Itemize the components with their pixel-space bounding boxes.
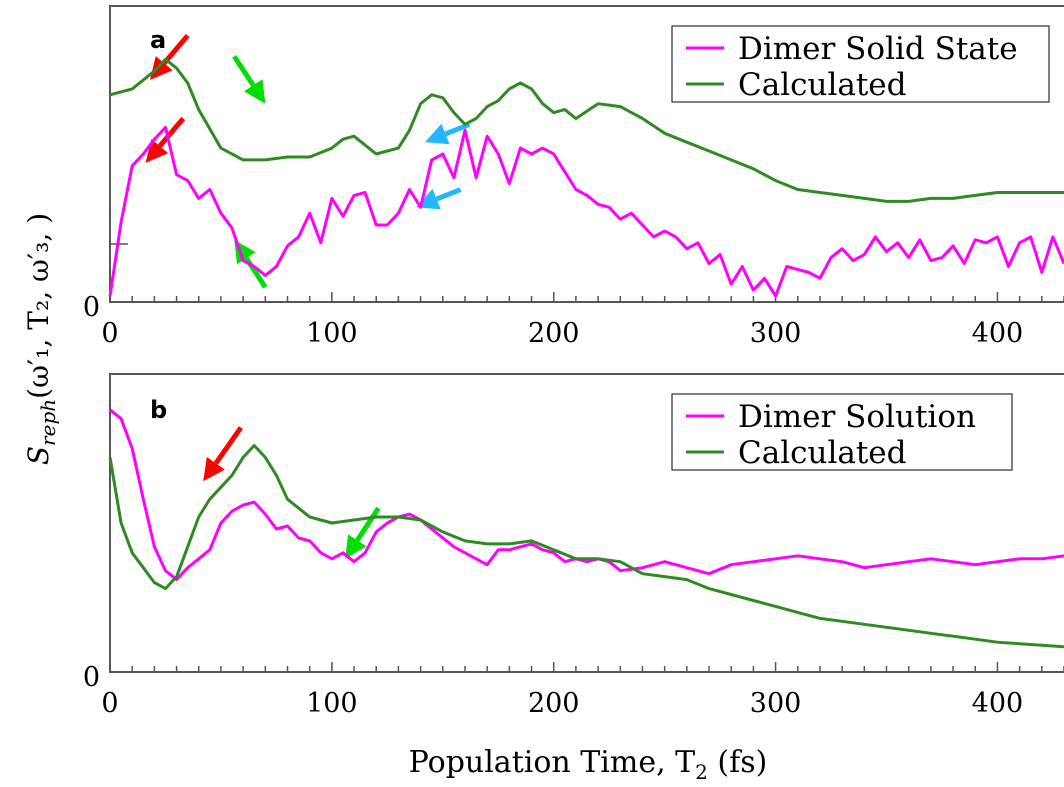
x-tick-label: 200 [528, 318, 580, 349]
panel-b: 0 100 200 300 400 0 b Dimer Solution Calcula… [83, 373, 1064, 719]
legend-box-b [671, 393, 1013, 471]
plot-frame-a [109, 5, 1064, 303]
x-tick-label: 200 [528, 688, 580, 719]
annotation-arrows-b [203, 426, 381, 559]
legend-b: Dimer Solution Calculated [671, 393, 1013, 471]
series-lines-a [108, 57, 1064, 298]
annotation-arrow-shaft [162, 33, 190, 65]
annotation-arrow-shaft [444, 122, 471, 137]
legend-label-calculated-b: Calculated [738, 435, 907, 471]
y-axis-title-subscript: reph [36, 399, 60, 446]
annotation-arrow-head [425, 123, 450, 145]
series-line-dimer-solution [109, 408, 1064, 582]
y-axis-title-symbol: S [22, 446, 55, 465]
legend-a: Dimer Solid State Calculated [671, 25, 1050, 103]
x-ticks-b [109, 662, 1064, 672]
annotation-arrow [425, 122, 471, 145]
y-tick-zero-a: 0 [83, 292, 100, 323]
annotation-arrow [149, 33, 190, 80]
annotation-arrow-shaft [157, 116, 186, 148]
annotation-arrow [203, 426, 243, 482]
x-ticks-a [109, 243, 1064, 302]
x-tick-label: 400 [972, 318, 1024, 349]
x-tick-label: 100 [306, 318, 358, 349]
legend-label-dimer-solution: Dimer Solution [738, 399, 976, 435]
annotation-arrow-shaft [213, 426, 243, 465]
panel-label-a: a [150, 26, 166, 54]
x-tick-label: 300 [750, 318, 802, 349]
y-axis-title-args: (ω′₁, T₂, ω′₃, ) [22, 213, 55, 399]
annotation-arrow-head [244, 79, 266, 104]
y-axis-title: Sreph(ω′₁, T₂, ω′₃, ) [22, 213, 60, 465]
series-line-calculated [108, 444, 1064, 649]
x-axis-title-suffix: (fs) [708, 745, 767, 780]
annotation-arrow [345, 506, 381, 559]
annotation-arrow [145, 116, 186, 163]
annotation-arrow-head [345, 534, 367, 559]
x-tick-label: 0 [101, 318, 118, 349]
x-axis-title-subscript: 2 [695, 760, 708, 784]
x-axis-title-main: Population Time, T [409, 745, 696, 780]
y-tick-zero-b: 0 [83, 662, 100, 693]
x-axis-title: Population Time, T2 (fs) [409, 745, 768, 784]
x-tick-labels-a: 0 100 200 300 400 [101, 318, 1023, 349]
x-tick-labels-b: 0 100 200 300 400 [101, 688, 1023, 719]
annotation-arrow-shaft [355, 506, 381, 542]
annotation-arrow-shaft [232, 54, 256, 87]
annotation-arrows-a [145, 33, 471, 289]
x-tick-label: 300 [750, 688, 802, 719]
series-line-calculated [109, 57, 1064, 203]
panel-label-b: b [150, 396, 167, 424]
legend-box-a [671, 25, 1050, 103]
series-line-dimer-solid-state [108, 125, 1064, 298]
legend-label-dimer-solid-state: Dimer Solid State [738, 31, 1018, 67]
series-lines-b [108, 408, 1064, 649]
plot-frame-b [109, 373, 1064, 673]
annotation-arrow-head [149, 56, 173, 80]
annotation-arrow [232, 54, 266, 104]
annotation-arrow-head [203, 456, 225, 482]
x-tick-label: 400 [972, 688, 1024, 719]
panel-a: 0 100 200 300 400 0 a Dimer Solid State Calc… [83, 5, 1064, 349]
x-tick-label: 100 [306, 688, 358, 719]
annotation-arrow-shaft [435, 187, 462, 202]
legend-label-calculated-a: Calculated [738, 67, 907, 103]
x-tick-label: 0 [101, 688, 118, 719]
